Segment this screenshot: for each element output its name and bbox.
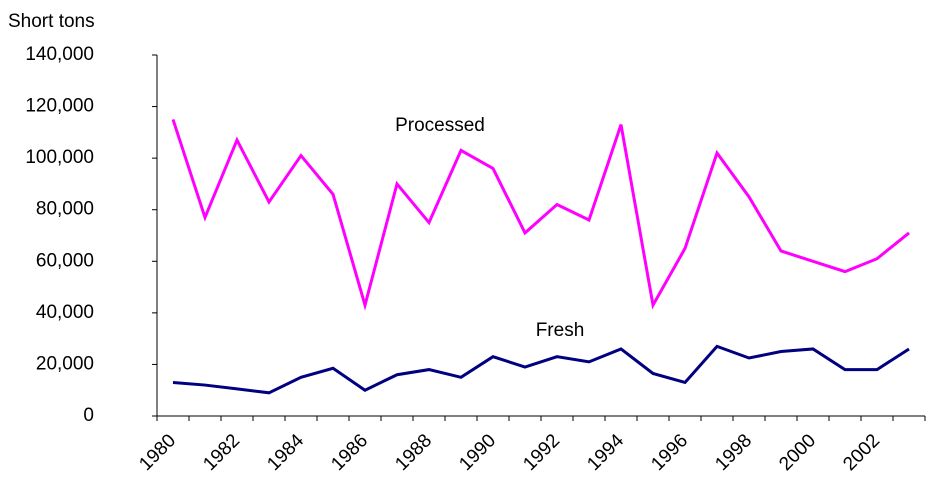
- series-label: Processed: [395, 115, 485, 136]
- x-tick-label: 1998: [711, 430, 756, 475]
- y-tick-label: 120,000: [25, 96, 94, 117]
- y-tick-label: 60,000: [36, 250, 94, 271]
- x-tick-label: 1980: [135, 430, 180, 475]
- x-tick-label: 1986: [327, 430, 372, 475]
- y-tick-label: 100,000: [25, 147, 94, 168]
- x-tick-label: 1988: [391, 430, 436, 475]
- y-tick-label: 140,000: [25, 44, 94, 65]
- y-tick-label: 40,000: [36, 302, 94, 323]
- x-tick-label: 1992: [519, 430, 564, 475]
- x-tick-label: 1994: [583, 430, 628, 475]
- x-tick-label: 1982: [199, 430, 244, 475]
- x-tick-label: 1984: [263, 430, 308, 475]
- y-tick-label: 80,000: [36, 199, 94, 220]
- x-tick-label: 2000: [775, 430, 820, 475]
- y-tick-label: 20,000: [36, 353, 94, 374]
- x-tick-label: 1996: [647, 430, 692, 475]
- x-tick-label: 1990: [455, 430, 500, 475]
- series-line: [172, 344, 910, 395]
- x-tick-label: 2002: [839, 430, 884, 475]
- series-label: Fresh: [536, 320, 585, 341]
- series-line: [171, 118, 910, 311]
- y-tick-label: 0: [83, 405, 94, 426]
- y-axis-label: Short tons: [8, 11, 95, 32]
